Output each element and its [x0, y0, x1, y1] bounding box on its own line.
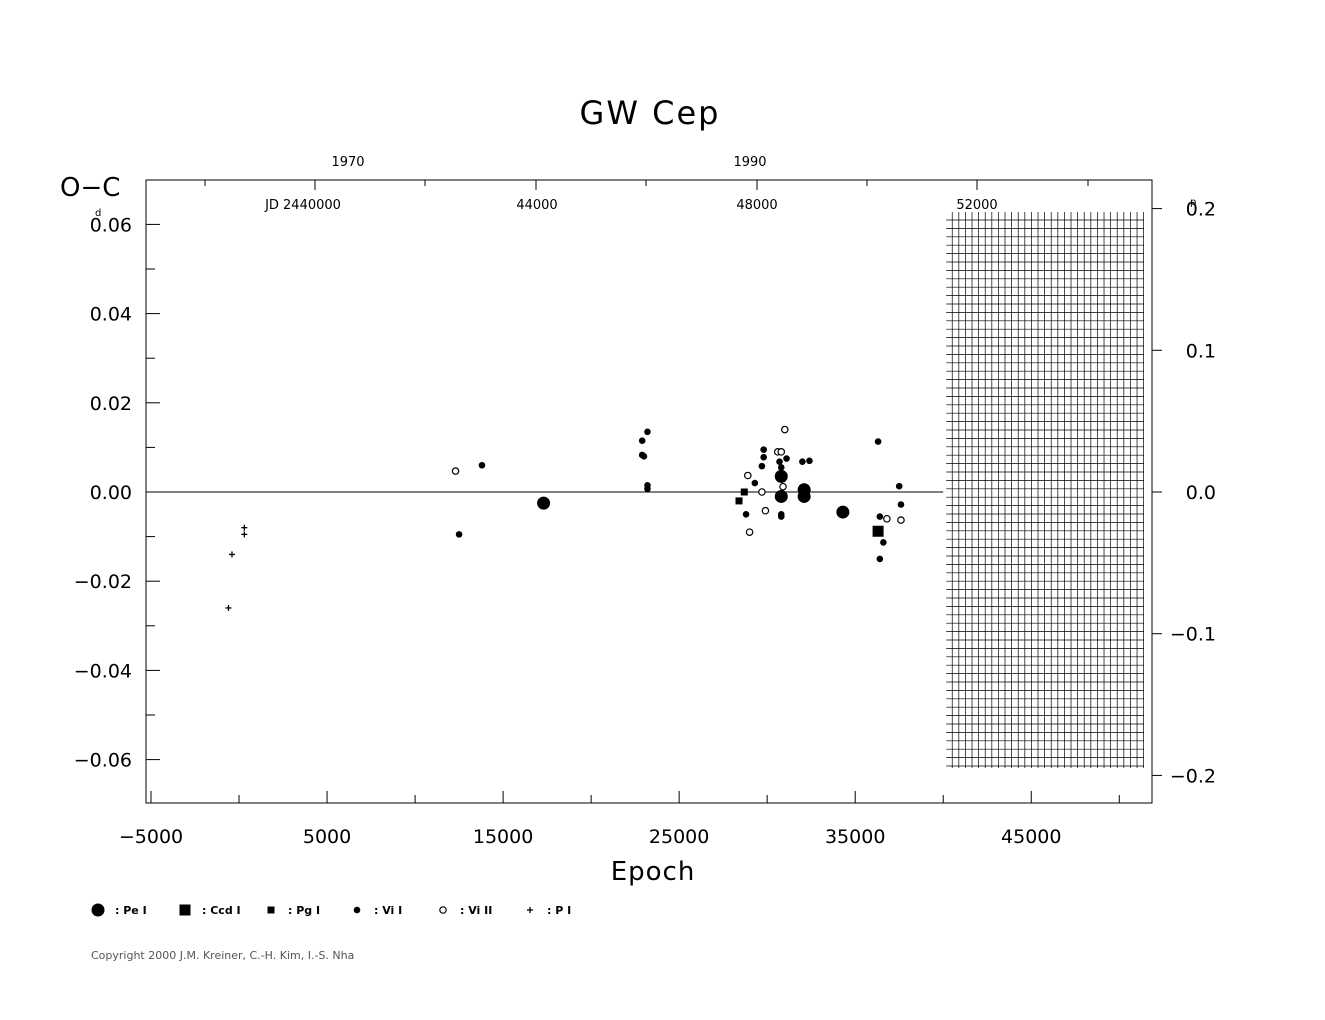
y-tick-label-left: 0.00 [90, 482, 132, 504]
data-point-dot [478, 461, 486, 469]
data-point-open-circle [883, 514, 891, 523]
data-point-dot [751, 479, 759, 487]
data-point-dot [876, 513, 884, 520]
data-point-big-dot [836, 505, 850, 519]
x-axis-label: Epoch [611, 857, 696, 887]
data-point-dot [455, 531, 463, 538]
y-axis-label: O−C [60, 173, 120, 203]
data-point-dot [874, 438, 882, 445]
legend-label: : Pg I [288, 904, 320, 917]
legend-symbol-big-square [179, 904, 191, 916]
axis-labels: −5000 5000 15000 25000 35000 45000 0.06 0.04 0.0… [60, 155, 1216, 887]
data-point-dot [760, 446, 767, 453]
y-tick-label-right: −0.2 [1170, 765, 1216, 787]
chart-title: GW Cep [580, 94, 721, 132]
data-point-dot [777, 513, 785, 520]
y-tick-label-left: −0.02 [74, 571, 132, 593]
data-point-dot [876, 555, 884, 563]
data-point-dot [806, 457, 813, 465]
y-tick-label-left: −0.04 [74, 660, 132, 682]
legend-label: : Vi II [460, 904, 492, 917]
data-point-open-circle [780, 425, 789, 434]
y-tick-label-left: 0.04 [90, 304, 132, 326]
x-tick-label: −5000 [119, 826, 183, 848]
data-point-small-square [740, 488, 748, 496]
x-tick-label: 35000 [825, 826, 885, 848]
data-point-open-circle [451, 467, 460, 475]
legend-symbol-plus [527, 907, 533, 913]
legend-symbol-dot [353, 906, 361, 914]
y-tick-label-right: 0.2 [1186, 199, 1216, 221]
data-point-open-circle [744, 471, 752, 480]
year-label: 1990 [733, 155, 766, 170]
data-point-big-dot [774, 469, 788, 483]
legend-symbol-big-dot [91, 903, 105, 917]
data-point-dot [776, 458, 783, 465]
data-point-dot [880, 539, 887, 546]
data-point-dot [638, 437, 646, 445]
data-point-dot [758, 462, 766, 470]
y-tick-label-right: −0.1 [1170, 624, 1216, 646]
legend-label: : Ccd I [202, 904, 241, 917]
data-point-plus [225, 604, 232, 611]
x-tick-label: 15000 [473, 826, 533, 848]
y-unit-right: p [1190, 197, 1196, 208]
y-tick-label-left: 0.02 [90, 393, 132, 415]
year-label: 1970 [331, 155, 364, 170]
data-point-plus [241, 524, 248, 531]
data-point-big-dot [537, 496, 551, 510]
x-tick-label: 45000 [1001, 826, 1061, 848]
data-point-big-dot [774, 489, 788, 503]
y-tick-label-left: −0.06 [74, 750, 132, 772]
data-point-open-circle [777, 448, 786, 456]
data-point-big-dot [797, 489, 811, 503]
y-tick-label-right: 0.0 [1186, 482, 1216, 504]
axis-ticks [146, 180, 1162, 803]
data-point-open-circle [758, 488, 766, 496]
legend-label: : P I [547, 904, 571, 917]
y-unit-left: d [95, 208, 101, 219]
data-point-dot [644, 485, 651, 493]
jd-label: JD 2440000 [264, 198, 341, 213]
data-point-open-circle [779, 482, 787, 491]
legend-symbol-open-circle [439, 906, 447, 914]
data-point-dot [897, 501, 905, 508]
copyright-notice: Copyright 2000 J.M. Kreiner, C.-H. Kim, … [91, 949, 355, 962]
data-point-open-circle [761, 506, 770, 515]
data-point-open-circle [745, 528, 754, 536]
data-point-small-square [735, 497, 743, 505]
data-point-dot [760, 453, 767, 461]
data-point-dot [783, 455, 790, 462]
future-hatch-area [946, 212, 1144, 768]
data-point-big-square [872, 525, 884, 537]
data-point-plus [241, 531, 248, 538]
data-point-dot [640, 453, 648, 460]
data-point-dot [895, 482, 903, 490]
data-points [225, 425, 905, 611]
data-point-dot [644, 428, 651, 436]
data-point-plus [228, 551, 235, 558]
data-point-open-circle [897, 516, 905, 524]
data-point-dot [777, 464, 785, 471]
legend-label: : Vi I [374, 904, 402, 917]
x-tick-label: 5000 [303, 826, 351, 848]
jd-label: 48000 [736, 198, 777, 213]
y-tick-label-left: 0.06 [90, 214, 132, 236]
jd-label: 52000 [956, 198, 997, 213]
legend-symbol-small-square [267, 906, 275, 914]
data-point-dot [742, 511, 750, 518]
y-tick-label-right: 0.1 [1186, 340, 1216, 362]
data-point-dot [799, 458, 806, 465]
x-tick-label: 25000 [649, 826, 709, 848]
legend: : Pe I : Ccd I : Pg I : Vi I : Vi II : P I [91, 903, 571, 917]
legend-label: : Pe I [115, 904, 147, 917]
jd-label: 44000 [516, 198, 557, 213]
